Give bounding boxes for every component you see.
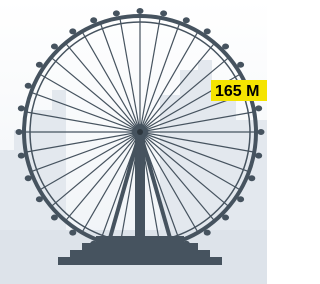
pod: [237, 196, 244, 202]
pod: [18, 105, 25, 111]
wheel: [16, 8, 265, 256]
pod: [18, 153, 25, 159]
pod: [183, 17, 190, 23]
pod: [160, 10, 167, 16]
hub-center: [137, 129, 143, 135]
pod: [204, 28, 211, 34]
pod: [69, 230, 76, 236]
page: 165 M (() => { const data = JSON.parse(d…: [0, 0, 267, 284]
ferris-wheel-illustration: 165 M: [0, 0, 267, 284]
pod: [258, 129, 265, 135]
pod: [222, 215, 229, 221]
pod: [69, 28, 76, 34]
pod: [36, 62, 43, 68]
pod: [222, 43, 229, 49]
pod: [248, 175, 255, 181]
pod: [204, 230, 211, 236]
height-label: 165 M: [215, 83, 259, 100]
height-callout: 165 M: [211, 80, 267, 101]
pod: [255, 105, 262, 111]
pod: [237, 62, 244, 68]
pod: [90, 17, 97, 23]
pod: [51, 215, 58, 221]
pod: [255, 153, 262, 159]
pod: [113, 10, 120, 16]
pod: [36, 196, 43, 202]
pod: [16, 129, 23, 135]
pod: [51, 43, 58, 49]
pod: [25, 175, 32, 181]
pod: [25, 83, 32, 89]
pod: [137, 8, 144, 14]
